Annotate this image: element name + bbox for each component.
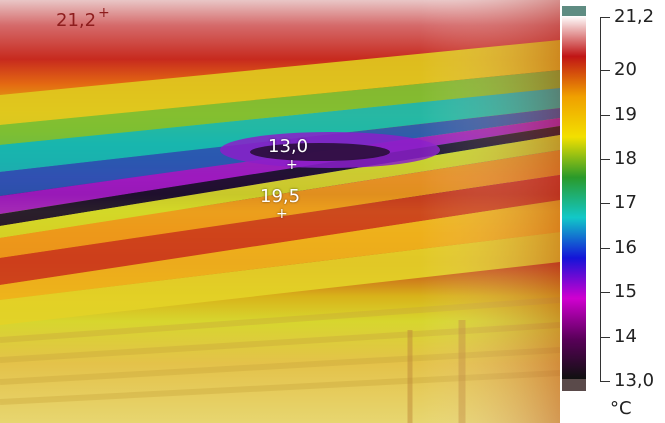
scale-tick-label: 15 xyxy=(614,281,637,302)
spot-cold-label: 13,0 xyxy=(268,136,309,157)
crosshair-icon: + xyxy=(286,157,298,173)
scale-min-tick xyxy=(600,381,610,382)
crosshair-icon: + xyxy=(276,206,288,222)
scale-tick xyxy=(600,115,610,116)
scale-tick-label: 16 xyxy=(614,237,637,258)
scale-tick xyxy=(600,292,610,293)
scale-tick-label: 17 xyxy=(614,192,637,213)
scale-tick xyxy=(600,248,610,249)
scale-tick-label: 18 xyxy=(614,148,637,169)
scale-gradient xyxy=(562,16,586,379)
scale-tick xyxy=(600,159,610,160)
scale-min-label: 13,0 xyxy=(614,370,655,391)
spot-max-marker: 21,2 + xyxy=(56,6,110,31)
scale-tick-label: 19 xyxy=(614,104,637,125)
color-scale-bar xyxy=(562,6,586,391)
spot-cold-marker: 13,0 + xyxy=(268,136,309,173)
scale-tick xyxy=(600,203,610,204)
scale-max-label: 21,2 xyxy=(614,6,655,27)
scale-overflow-bottom xyxy=(562,379,586,391)
thermal-image xyxy=(0,0,560,423)
crosshair-icon: + xyxy=(98,5,110,21)
spot-warm-marker: 19,5 + xyxy=(260,186,301,222)
scale-overflow-top xyxy=(562,6,586,16)
scale-tick-label: 20 xyxy=(614,59,637,80)
scale-max-tick xyxy=(600,17,610,18)
scale-tick xyxy=(600,337,610,338)
spot-max-label: 21,2 xyxy=(56,10,97,31)
scale-tick-label: 14 xyxy=(614,326,637,347)
scale-tick xyxy=(600,70,610,71)
scale-axis xyxy=(600,17,601,381)
spot-warm-label: 19,5 xyxy=(260,186,301,207)
unit-label: °C xyxy=(610,398,632,419)
